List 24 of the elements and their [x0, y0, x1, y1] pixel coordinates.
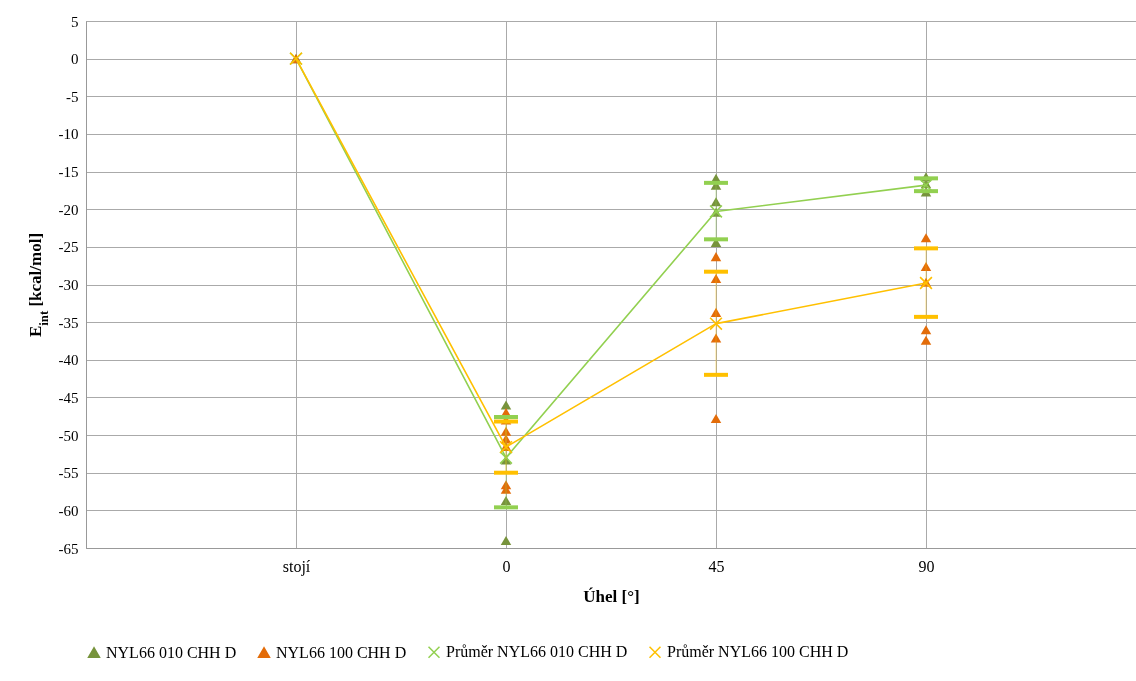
- x-tick-label: 90: [918, 557, 935, 575]
- legend-label: NYL66 100 CHH D: [276, 643, 407, 661]
- x-axis-title: Úhel [°]: [583, 586, 640, 606]
- legend-label: NYL66 010 CHH D: [106, 643, 237, 661]
- y-tick-label: -25: [58, 239, 79, 256]
- x-tick-label: 0: [502, 557, 511, 575]
- y-tick-label: -45: [58, 389, 79, 406]
- y-tick-label: -20: [58, 201, 79, 218]
- y-tick-label: -60: [58, 502, 79, 519]
- x-tick-label: 45: [708, 557, 725, 575]
- y-tick-label: -50: [58, 427, 79, 444]
- x-tick-label: stojí: [282, 557, 311, 576]
- legend-label: Průměr NYL66 010 CHH D: [446, 643, 628, 661]
- y-tick-label: -15: [58, 164, 79, 181]
- y-tick-label: -10: [58, 126, 79, 143]
- y-tick-label: -55: [58, 465, 79, 482]
- y-tick-label: -40: [58, 352, 79, 369]
- legend-label: Průměr NYL66 100 CHH D: [667, 643, 849, 661]
- y-tick-label: -30: [58, 277, 79, 293]
- y-tick-label: -35: [58, 314, 79, 331]
- y-tick-label: -5: [66, 88, 79, 105]
- y-tick-label: -65: [58, 540, 79, 557]
- y-tick-label: 0: [71, 51, 79, 68]
- y-tick-label: 5: [71, 13, 79, 30]
